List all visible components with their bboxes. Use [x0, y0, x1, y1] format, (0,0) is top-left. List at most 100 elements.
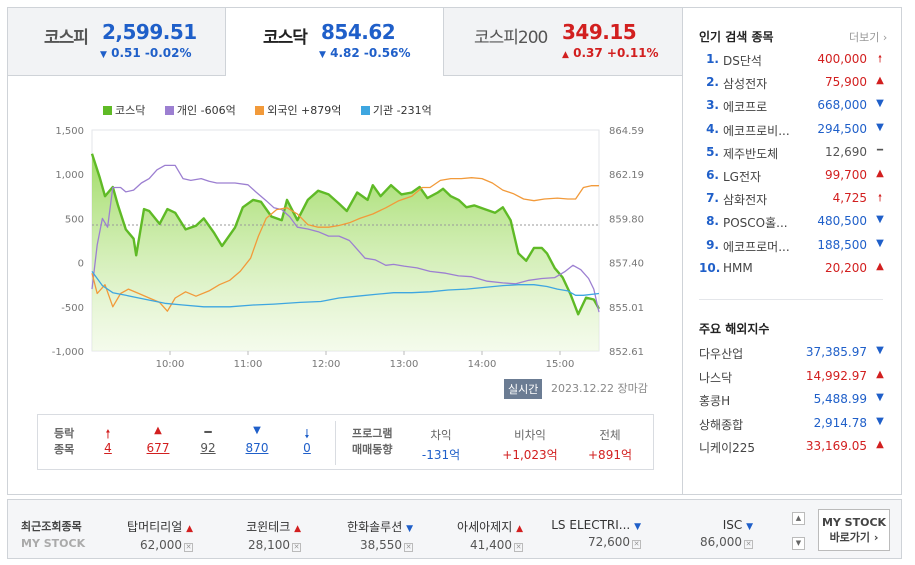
popular-item[interactable]: 8. POSCO홀... 480,500 ▼	[699, 214, 889, 234]
popular-name[interactable]: 제주반도체	[723, 146, 779, 161]
realtime-badge[interactable]: 실시간	[504, 379, 543, 399]
popular-item[interactable]: 7. 삼화전자 4,725 🠕	[699, 191, 889, 211]
legend-kosdaq[interactable]: 코스닥	[103, 104, 153, 117]
up-arrow-icon: ▲	[876, 439, 884, 450]
popular-item[interactable]: 6. LG전자 99,700 ▲	[699, 168, 889, 188]
up-arrow-icon: ▲	[876, 368, 884, 380]
market-index-panel: 코스피 2,599.51 ▼ 0.51 -0.02% 코스닥 854.62 ▼ …	[7, 7, 902, 495]
tab-kospi[interactable]: 코스피 2,599.51 ▼ 0.51 -0.02%	[8, 8, 226, 76]
kosdaq-line	[90, 153, 601, 316]
popular-name[interactable]: 에코프로머...	[723, 239, 790, 254]
recent-stock-name[interactable]: 탑머티리얼	[127, 520, 183, 534]
popular-rank: 5.	[706, 144, 719, 159]
popular-item[interactable]: 3. 에코프로 668,000 ▼	[699, 98, 889, 118]
popular-item[interactable]: 1. DS단석 400,000 🠕	[699, 52, 889, 72]
recent-stock-name[interactable]: 한화솔루션	[347, 520, 403, 534]
upper-limit-icon: 🠕	[105, 427, 111, 441]
world-index-price: 2,914.78	[813, 415, 867, 430]
popular-price: 294,500	[817, 121, 867, 136]
recent-stock-name[interactable]: 코윈테크	[246, 520, 291, 534]
down-arrow-icon: ▼	[876, 415, 884, 427]
upper-limit-icon: 🠕	[877, 54, 883, 65]
popular-item[interactable]: 9. 에코프로머... 188,500 ▼	[699, 238, 889, 258]
up-arrow-icon: ▲	[154, 425, 162, 436]
popular-name[interactable]: 에코프로	[723, 100, 768, 115]
recent-stock[interactable]: 아세아제지 ▲ 41,400 ✕	[413, 518, 523, 552]
tab-kosdaq[interactable]: 코스닥 854.62 ▼ 4.82 -0.56%	[226, 8, 444, 76]
popular-rank: 6.	[706, 168, 719, 182]
lower-limit-value[interactable]: 0	[303, 441, 311, 455]
popular-name[interactable]: LG전자	[723, 170, 762, 184]
popular-name[interactable]: POSCO홀...	[723, 216, 788, 231]
popular-item[interactable]: 4. 에코프로비... 294,500 ▼	[699, 122, 889, 142]
recent-stock[interactable]: 탑머티리얼 ▲ 62,000 ✕	[83, 518, 193, 552]
remove-icon[interactable]: ✕	[632, 540, 641, 549]
popular-name[interactable]: 삼화전자	[723, 193, 768, 208]
popular-price: 480,500	[817, 214, 867, 229]
tab-kospi-value: 2,599.51	[102, 20, 197, 44]
popular-price: 75,900	[825, 75, 867, 90]
arbitrage-head: 차익	[430, 428, 452, 442]
recent-stock-name[interactable]: 아세아제지	[457, 520, 513, 534]
x-axis-label: 12:00	[312, 359, 341, 370]
my-stock-button[interactable]: MY STOCK 바로가기 ›	[818, 509, 890, 551]
stats-divider	[335, 421, 336, 465]
recent-stock-name-wrap: 아세아제지 ▲	[413, 518, 523, 535]
popular-name[interactable]: 삼성전자	[723, 77, 768, 92]
x-axis-label: 15:00	[546, 359, 575, 370]
more-link[interactable]: 더보기 ›	[849, 29, 887, 45]
recent-stock[interactable]: 코윈테크 ▲ 28,100 ✕	[191, 518, 301, 552]
remove-icon[interactable]: ✕	[184, 543, 193, 552]
unchanged-value[interactable]: 92	[200, 441, 216, 455]
decline-count[interactable]: ▼ 870	[237, 425, 277, 455]
remove-icon[interactable]: ✕	[744, 540, 753, 549]
popular-item[interactable]: 10. HMM 20,200 ▲	[699, 261, 889, 281]
scroll-up-button[interactable]: ▲	[792, 512, 805, 525]
popular-price: 400,000	[817, 52, 867, 66]
legend-swatch-foreign	[255, 106, 265, 115]
decline-value[interactable]: 870	[245, 441, 269, 455]
upper-limit-count[interactable]: 🠕 4	[88, 425, 128, 455]
legend-foreign[interactable]: 외국인 +879억	[255, 104, 349, 117]
upper-limit-value[interactable]: 4	[104, 441, 112, 455]
date-status: 2023.12.22 장마감	[551, 382, 648, 395]
recent-stock[interactable]: ISC ▼ 86,000 ✕	[643, 518, 753, 549]
lower-limit-count[interactable]: 🠗 0	[287, 425, 327, 455]
scroll-down-button[interactable]: ▼	[792, 537, 805, 550]
legend-institution[interactable]: 기관 -231억	[360, 104, 440, 117]
world-index-name: 나스닥	[699, 370, 733, 385]
tab-kospi200[interactable]: 코스피200 349.15 ▲ 0.37 +0.11%	[444, 8, 682, 76]
side-divider	[699, 299, 883, 300]
recent-stock-price-wrap: 72,600 ✕	[531, 535, 641, 549]
individual-line	[91, 164, 600, 313]
recent-stock-price: 38,550	[360, 538, 402, 552]
side-panel: 인기 검색 종목 더보기 › 1. DS단석 400,000 🠕 2. 삼성전자 75,90…	[682, 8, 901, 494]
remove-icon[interactable]: ✕	[514, 543, 523, 552]
popular-price: 4,725	[832, 191, 867, 206]
advance-count[interactable]: ▲ 677	[138, 425, 178, 455]
left-axis-label: -500	[61, 303, 84, 314]
recent-stock[interactable]: LS ELECTRI... ▼ 72,600 ✕	[531, 518, 641, 549]
popular-item[interactable]: 5. 제주반도체 12,690 ━	[699, 145, 889, 165]
popular-name[interactable]: HMM	[723, 260, 753, 275]
legend-individual[interactable]: 개인 -606억	[164, 104, 244, 117]
recent-stock[interactable]: 한화솔루션 ▼ 38,550 ✕	[303, 518, 413, 552]
popular-name[interactable]: 에코프로비...	[723, 123, 790, 138]
popular-item[interactable]: 2. 삼성전자 75,900 ▲	[699, 75, 889, 95]
lower-limit-icon: 🠗	[304, 427, 310, 441]
down-arrow-icon: ▼	[406, 524, 413, 534]
chart-legend: 코스닥 개인 -606억 외국인 +879억 기관 -231억	[103, 102, 448, 118]
remove-icon[interactable]: ✕	[404, 543, 413, 552]
more-link-label: 더보기	[849, 31, 880, 44]
unchanged-count[interactable]: ━ 92	[188, 425, 228, 455]
recent-stock-price-wrap: 86,000 ✕	[643, 535, 753, 549]
popular-rank: 3.	[706, 98, 719, 113]
up-arrow-icon: ▲	[876, 168, 884, 179]
recent-stock-name-wrap: LS ELECTRI... ▼	[531, 518, 641, 532]
recent-stock-name[interactable]: ISC	[722, 518, 743, 532]
recent-stock-name[interactable]: LS ELECTRI...	[551, 518, 631, 532]
legend-swatch-individual	[164, 106, 174, 115]
popular-name[interactable]: DS단석	[723, 54, 762, 68]
advance-value[interactable]: 677	[146, 441, 170, 455]
remove-icon[interactable]: ✕	[292, 543, 301, 552]
